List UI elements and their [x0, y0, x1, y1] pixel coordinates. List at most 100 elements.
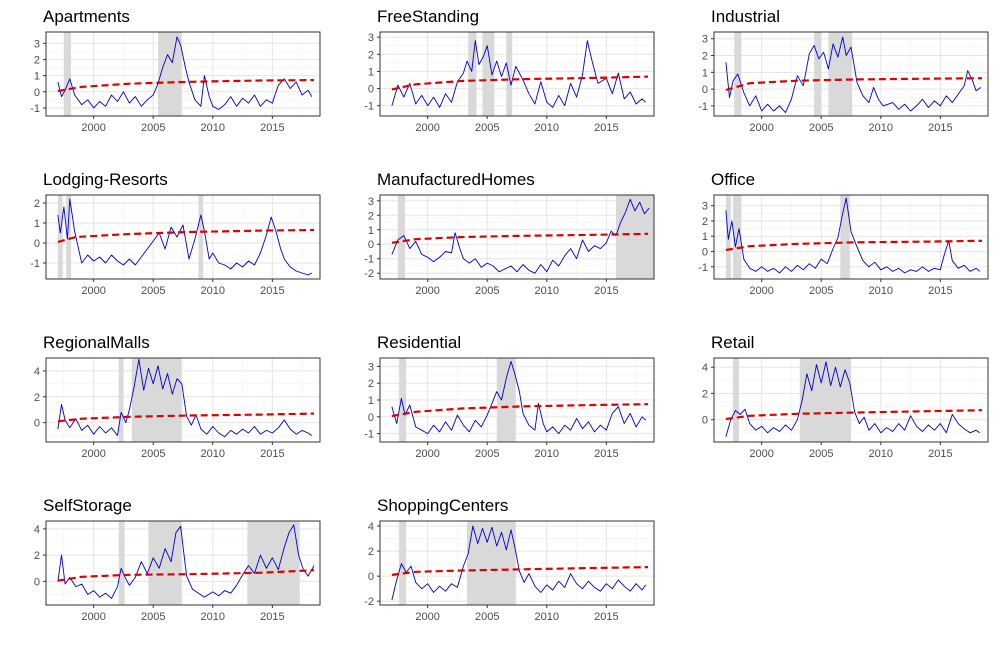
x-tick-label: 2000: [415, 285, 439, 297]
panel-freestanding: FreeStanding -1 0 1 2 3 2000 2005 2010 2015: [364, 7, 655, 134]
panel-retail: Retail 0 2 4 2000 2005 2010 2015: [702, 333, 989, 460]
panel-apartments: Apartments -1 0 1 2 3 2000 2005 2010 2015: [30, 7, 321, 134]
series-line: [725, 36, 982, 114]
shaded-region: [118, 358, 124, 442]
y-tick-label: -1: [364, 101, 374, 113]
y-tick-label: 1: [368, 395, 374, 407]
y-tick-label: 2: [702, 51, 708, 63]
panel-title: SelfStorage: [43, 496, 132, 515]
x-tick-label: 2015: [928, 448, 952, 460]
x-tick-label: 2015: [594, 448, 618, 460]
y-tick-label: 3: [702, 201, 708, 213]
x-tick-label: 2000: [415, 122, 439, 134]
x-tick-label: 2010: [201, 285, 225, 297]
shaded-region: [157, 32, 182, 116]
series-line: [391, 40, 647, 108]
shaded-region: [466, 521, 516, 605]
y-tick-label: -1: [698, 262, 708, 274]
y-tick-label: 1: [702, 67, 708, 79]
x-tick-label: 2005: [141, 448, 165, 460]
x-tick-label: 2000: [81, 611, 105, 623]
x-tick-label: 2010: [535, 611, 559, 623]
panel-office: Office -1 0 1 2 3 2000 2005 2010 2015: [698, 170, 989, 297]
shaded-region: [496, 358, 516, 442]
y-tick-label: -1: [30, 103, 40, 115]
y-tick-label: -1: [364, 429, 374, 441]
panel-title: Industrial: [711, 7, 780, 26]
series-line: [391, 525, 647, 601]
x-tick-label: 2010: [201, 122, 225, 134]
shaded-region: [840, 195, 850, 279]
x-tick-label: 2000: [81, 448, 105, 460]
series-line: [725, 197, 980, 274]
y-tick-label: 3: [702, 34, 708, 46]
x-tick-label: 2010: [535, 448, 559, 460]
x-tick-label: 2005: [141, 611, 165, 623]
plot-frame: [45, 520, 321, 606]
panel-selfstorage: SelfStorage 0 2 4 2000 2005 2010 2015: [34, 496, 321, 623]
y-tick-label: 3: [368, 361, 374, 373]
plot-frame: [45, 194, 321, 280]
x-tick-label: 2010: [201, 448, 225, 460]
x-tick-label: 2005: [475, 285, 499, 297]
x-tick-label: 2015: [260, 122, 284, 134]
panel-title: ManufacturedHomes: [377, 170, 535, 189]
panel-title: RegionalMalls: [43, 333, 150, 352]
y-tick-label: -1: [30, 258, 40, 270]
x-tick-label: 2015: [594, 122, 618, 134]
y-tick-label: 2: [368, 546, 374, 558]
shaded-region: [57, 195, 63, 279]
x-tick-label: 2000: [81, 285, 105, 297]
panel-lodging-resorts: Lodging-Resorts -1 0 1 2 2000 2005 2010 2015: [30, 170, 321, 297]
y-tick-label: 0: [368, 84, 374, 96]
x-tick-label: 2005: [475, 611, 499, 623]
x-tick-label: 2010: [869, 122, 893, 134]
panel-title: Office: [711, 170, 755, 189]
y-tick-label: 0: [34, 238, 40, 250]
shaded-region: [399, 521, 407, 605]
y-tick-label: 2: [702, 388, 708, 400]
y-tick-label: 4: [702, 362, 708, 374]
series-line: [57, 358, 312, 438]
y-tick-label: 1: [702, 231, 708, 243]
plot-frame: [713, 357, 989, 443]
x-tick-label: 2005: [141, 285, 165, 297]
trend-line: [57, 569, 315, 582]
shaded-region: [799, 358, 851, 442]
y-tick-label: 2: [34, 198, 40, 210]
trend-line: [57, 79, 315, 93]
y-tick-label: 4: [368, 521, 374, 533]
x-tick-label: 2005: [809, 285, 833, 297]
x-tick-label: 2010: [869, 448, 893, 460]
panel-title: Apartments: [43, 7, 130, 26]
trend-line: [725, 239, 983, 252]
trend-line: [391, 403, 649, 418]
x-tick-label: 2015: [260, 285, 284, 297]
trend-line: [391, 566, 649, 576]
y-tick-label: 4: [34, 366, 40, 378]
trend-line: [391, 232, 649, 244]
series-line: [57, 36, 313, 110]
panel-regionalmalls: RegionalMalls 0 2 4 2000 2005 2010 2015: [34, 333, 321, 460]
plot-frame: [45, 31, 321, 117]
y-tick-label: 0: [34, 418, 40, 430]
x-tick-label: 2010: [869, 285, 893, 297]
y-tick-label: 0: [368, 239, 374, 251]
panel-shoppingcenters: ShoppingCenters -2 0 2 4 2000 2005 2010 2015: [364, 496, 655, 623]
panel-title: Lodging-Resorts: [43, 170, 168, 189]
plot-frame: [379, 194, 655, 280]
series-line: [391, 360, 647, 435]
y-tick-label: 2: [368, 210, 374, 222]
shaded-region: [828, 32, 853, 116]
y-tick-label: 1: [34, 71, 40, 83]
trend-line: [57, 412, 315, 423]
plot-frame: [713, 31, 989, 117]
shaded-region: [615, 195, 654, 279]
x-tick-label: 2010: [535, 285, 559, 297]
x-tick-label: 2000: [749, 448, 773, 460]
x-tick-label: 2000: [749, 122, 773, 134]
x-tick-label: 2000: [415, 448, 439, 460]
panel-title: ShoppingCenters: [377, 496, 508, 515]
series-line: [57, 524, 315, 599]
y-tick-label: 0: [702, 84, 708, 96]
